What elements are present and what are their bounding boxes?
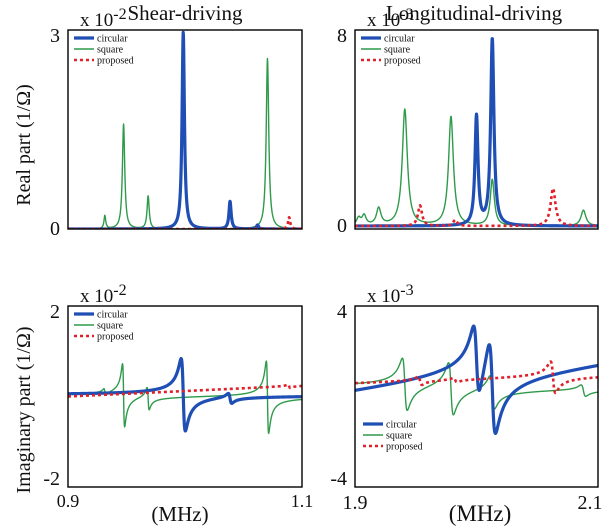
xlabel-longitudinal: (MHz) bbox=[449, 501, 512, 526]
y-max-label: 4 bbox=[337, 301, 347, 323]
plot-frame bbox=[67, 29, 303, 230]
legend-label-circular: circular bbox=[386, 420, 417, 431]
series-circular-line bbox=[68, 356, 302, 433]
x-tick-label: 1.9 bbox=[343, 492, 368, 514]
row-label-imaginary: Imaginary part (1/Ω) bbox=[13, 326, 35, 493]
y-min-label: 0 bbox=[50, 218, 60, 240]
plot-frame bbox=[354, 305, 599, 488]
scale-factor-label: x 10-3 bbox=[367, 6, 414, 31]
legend-label-proposed: proposed bbox=[384, 56, 421, 67]
y-min-label: 0 bbox=[337, 215, 347, 237]
legend-label-square: square bbox=[386, 431, 413, 442]
scale-factor-label: x 10-2 bbox=[80, 282, 127, 307]
column-title-longitudinal: Longitudinal-driving bbox=[386, 1, 563, 25]
series-circular-line bbox=[355, 37, 598, 228]
row-label-real: Real part (1/Ω) bbox=[13, 84, 35, 205]
x-tick-label: 2.1 bbox=[578, 492, 603, 514]
y-max-label: 2 bbox=[50, 301, 60, 323]
legend-label-square: square bbox=[97, 45, 124, 56]
y-min-label: -2 bbox=[43, 468, 60, 490]
legend-label-square: square bbox=[97, 321, 124, 332]
xlabel-shear: (MHz) bbox=[151, 502, 208, 526]
legend-label-proposed: proposed bbox=[97, 332, 134, 343]
legend-label-circular: circular bbox=[97, 310, 128, 321]
scale-factor-label: x 10-2 bbox=[80, 6, 127, 31]
series-circular-line bbox=[355, 324, 598, 436]
legend-label-circular: circular bbox=[384, 34, 415, 45]
y-max-label: 3 bbox=[50, 25, 60, 47]
y-max-label: 8 bbox=[337, 25, 347, 47]
x-tick-label: 0.9 bbox=[57, 491, 80, 511]
series-proposed-line bbox=[355, 187, 598, 228]
scale-factor-label: x 10-3 bbox=[367, 282, 414, 307]
y-min-label: -4 bbox=[330, 468, 347, 490]
legend-label-proposed: proposed bbox=[386, 442, 423, 453]
series-proposed-line bbox=[355, 360, 598, 395]
x-tick-label: 1.1 bbox=[291, 491, 314, 511]
column-title-shear: Shear-driving bbox=[127, 1, 243, 25]
plot-frame bbox=[354, 29, 599, 230]
plot-frame bbox=[67, 305, 303, 488]
legend-label-proposed: proposed bbox=[97, 56, 134, 67]
legend-label-circular: circular bbox=[97, 34, 128, 45]
legend-label-square: square bbox=[384, 45, 411, 56]
